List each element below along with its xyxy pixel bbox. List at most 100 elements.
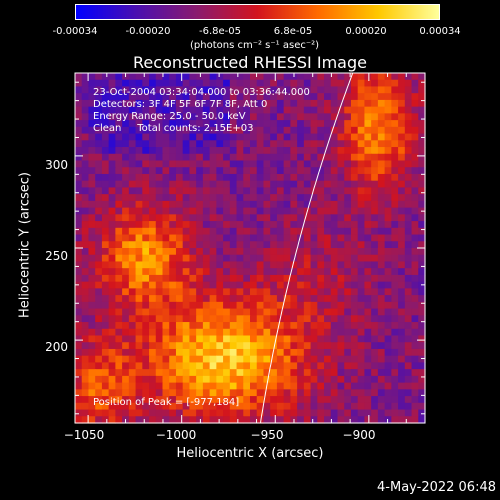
heatmap-cell <box>128 241 137 249</box>
heatmap-cell <box>81 301 90 310</box>
heatmap-cell <box>75 221 83 229</box>
heatmap-cell <box>122 254 130 263</box>
colorbar-tick-label: 0.00020 <box>345 26 387 37</box>
heatmap-cell <box>344 200 352 209</box>
heatmap-cell <box>142 295 150 303</box>
heatmap-cell <box>155 335 164 343</box>
heatmap-cell <box>149 281 157 289</box>
heatmap-cell <box>122 348 130 357</box>
heatmap-cell <box>398 328 406 337</box>
heatmap-cell <box>303 187 312 195</box>
heatmap-cell <box>155 416 164 424</box>
heatmap-cell <box>290 335 298 343</box>
heatmap-cell <box>229 93 238 101</box>
heatmap-cell <box>243 99 251 108</box>
heatmap-cell <box>256 335 265 343</box>
heatmap-cell <box>350 214 359 222</box>
heatmap-cell <box>101 389 110 397</box>
heatmap-cell <box>276 140 285 148</box>
heatmap-cell <box>357 241 366 249</box>
heatmap-cell <box>75 126 83 135</box>
heatmap-cells <box>75 73 426 424</box>
heatmap-cell <box>324 389 332 397</box>
heatmap-cell <box>398 214 406 222</box>
heatmap-cell <box>317 308 325 316</box>
heatmap-cell <box>283 409 291 417</box>
heatmap-cell <box>189 295 197 303</box>
heatmap-cell <box>196 301 204 310</box>
heatmap-cell <box>243 207 251 215</box>
heatmap-cell <box>344 167 352 175</box>
heatmap-cell <box>324 200 332 209</box>
heatmap-cell <box>310 375 318 384</box>
heatmap-cell <box>189 153 197 162</box>
heatmap-cell <box>162 187 170 195</box>
heatmap-cell <box>364 221 372 229</box>
heatmap-cell <box>350 328 359 337</box>
heatmap-cell <box>297 79 305 88</box>
heatmap-cell <box>115 301 123 310</box>
heatmap-cell <box>128 308 137 316</box>
heatmap-cell <box>142 355 150 364</box>
heatmap-cell <box>101 214 110 222</box>
heatmap-cell <box>377 301 386 310</box>
heatmap-cell <box>182 328 191 337</box>
heatmap-cell <box>202 221 211 229</box>
heatmap-cell <box>128 362 137 370</box>
heatmap-cell <box>122 375 130 384</box>
heatmap-cell <box>223 227 231 236</box>
heatmap-cell <box>270 355 278 364</box>
heatmap-cell <box>196 348 204 357</box>
heatmap-cell <box>283 248 291 256</box>
heatmap-cell <box>115 402 123 411</box>
heatmap-cell <box>270 301 278 310</box>
heatmap-cell <box>263 389 271 397</box>
heatmap-cell <box>162 308 170 316</box>
heatmap-cell <box>398 153 406 162</box>
heatmap-cell <box>216 389 224 397</box>
heatmap-cell <box>243 315 251 323</box>
heatmap-cell <box>122 389 130 397</box>
heatmap-cell <box>88 362 96 370</box>
heatmap-cell <box>169 221 177 229</box>
heatmap-cell <box>115 389 123 397</box>
heatmap-cell <box>88 241 96 249</box>
heatmap-cell <box>75 120 83 128</box>
heatmap-cell <box>169 375 177 384</box>
heatmap-cell <box>216 382 224 390</box>
heatmap-cell <box>182 268 191 276</box>
heatmap-cell <box>101 315 110 323</box>
heatmap-cell <box>297 120 305 128</box>
heatmap-cell <box>108 308 116 316</box>
heatmap-cell <box>297 106 305 114</box>
heatmap-cell <box>75 227 83 236</box>
heatmap-cell <box>418 79 426 88</box>
heatmap-cell <box>162 207 170 215</box>
heatmap-cell <box>250 328 258 337</box>
heatmap-cell <box>404 335 413 343</box>
heatmap-cell <box>330 200 339 209</box>
heatmap-cell <box>122 140 130 148</box>
heatmap-cell <box>101 173 110 182</box>
heatmap-cell <box>108 416 116 424</box>
heatmap-cell <box>135 416 143 424</box>
heatmap-cell <box>350 274 359 283</box>
heatmap-cell <box>290 248 298 256</box>
heatmap-cell <box>169 187 177 195</box>
heatmap-cell <box>344 86 352 94</box>
heatmap-cell <box>310 234 318 242</box>
heatmap-cell <box>216 274 224 283</box>
heatmap-cell <box>283 194 291 202</box>
heatmap-cell <box>243 295 251 303</box>
heatmap-cell <box>88 328 96 337</box>
heatmap-cell <box>101 140 110 148</box>
heatmap-cell <box>364 348 372 357</box>
heatmap-cell <box>310 221 318 229</box>
heatmap-cell <box>122 120 130 128</box>
heatmap-cell <box>364 133 372 141</box>
heatmap-cell <box>290 106 298 114</box>
heatmap-cell <box>256 322 265 330</box>
heatmap-cell <box>175 328 184 337</box>
heatmap-cell <box>196 93 204 101</box>
heatmap-cell <box>398 113 406 121</box>
